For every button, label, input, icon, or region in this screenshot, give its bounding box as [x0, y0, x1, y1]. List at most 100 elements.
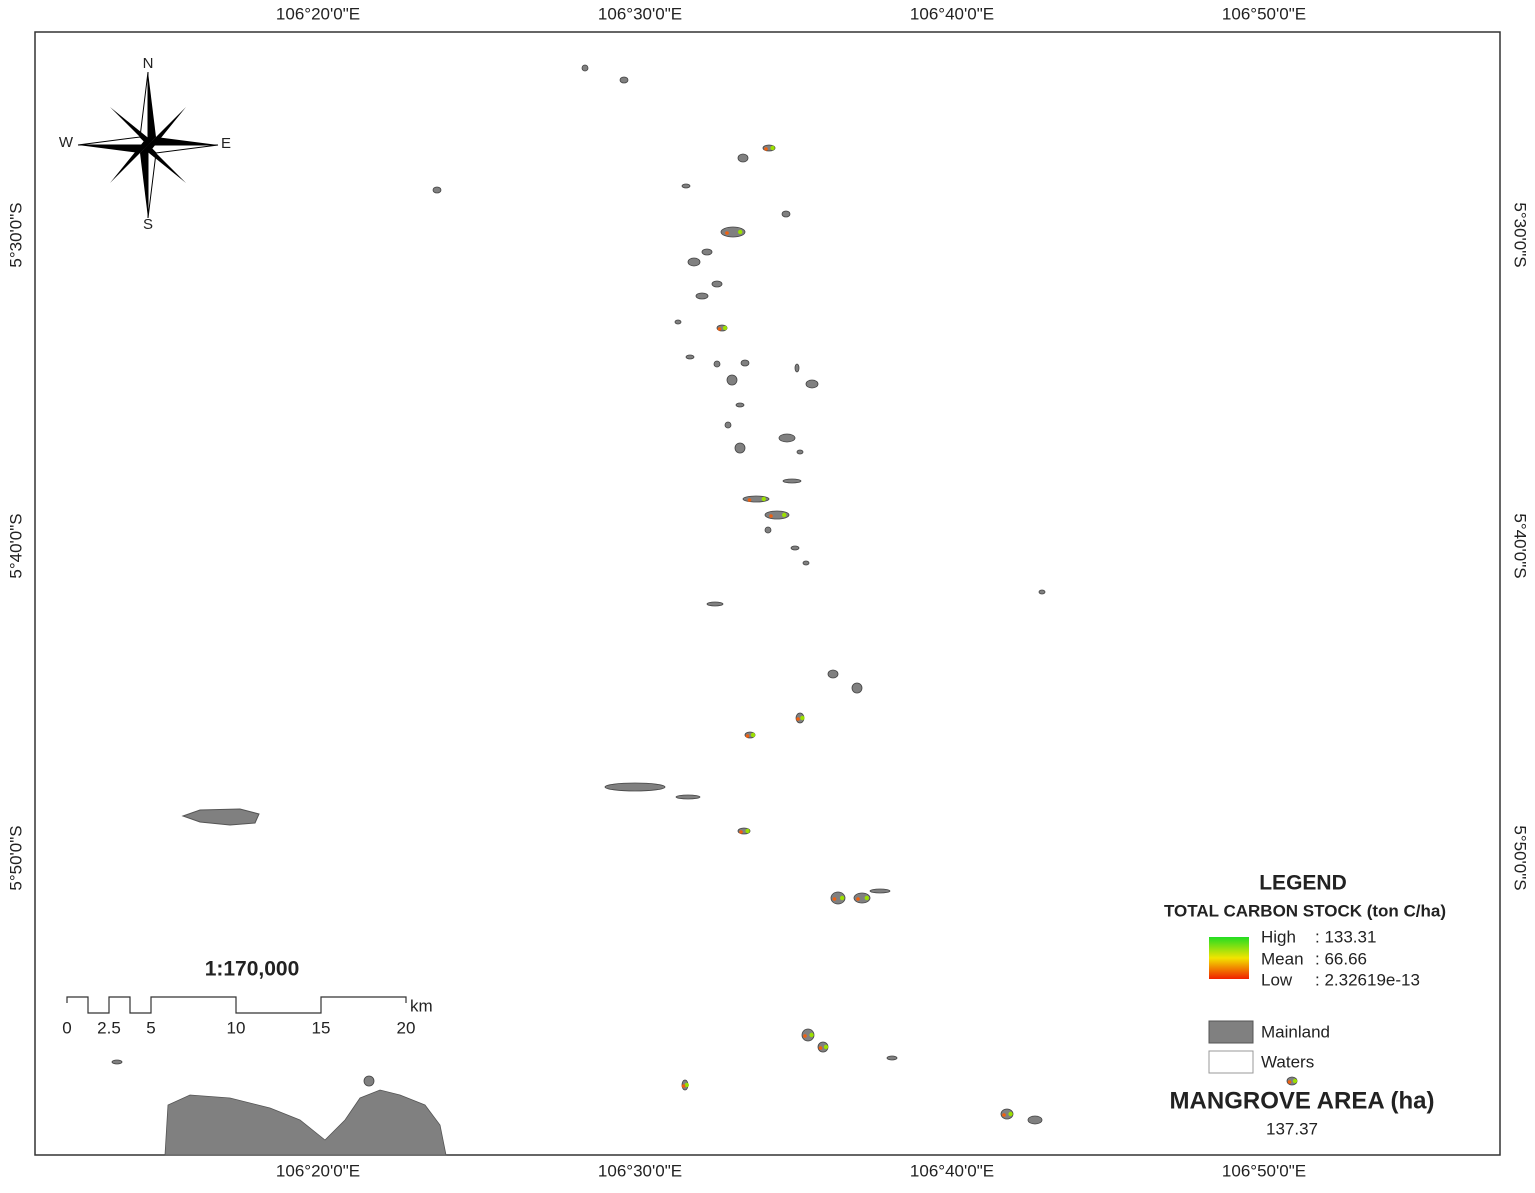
scale-ratio: 1:170,000: [205, 958, 300, 981]
mangrove: [803, 1034, 807, 1038]
mangrove: [745, 828, 750, 834]
scale-tick: 10: [227, 1018, 246, 1037]
mangrove: [684, 1082, 689, 1088]
island: [681, 183, 691, 189]
island: [737, 153, 749, 163]
mangrove: [832, 897, 837, 901]
island: [781, 210, 791, 218]
scale-tick: 20: [397, 1018, 416, 1037]
compass: N E S W: [59, 55, 231, 233]
legend: LEGEND TOTAL CARBON STOCK (ton C/ha) Hig…: [1164, 872, 1446, 1139]
island: [111, 1059, 123, 1065]
longitude-label: 106°30'0"E: [598, 1161, 682, 1180]
islands: [111, 64, 1298, 1125]
island: [701, 248, 713, 256]
scale-tick: 5: [146, 1018, 155, 1037]
mangrove: [717, 327, 722, 331]
mangrove: [782, 512, 787, 518]
island: [604, 782, 666, 792]
island: [685, 354, 695, 360]
latitude-label: 5°50'0"S: [1511, 825, 1530, 890]
mangrove: [769, 514, 773, 518]
legend-label: High: [1261, 927, 1296, 946]
mangrove: [681, 1084, 686, 1088]
longitude-label: 106°20'0"E: [276, 4, 360, 23]
island: [1038, 589, 1046, 595]
island: [782, 478, 802, 484]
mangrove: [1008, 1111, 1013, 1117]
mangrove: [796, 717, 800, 721]
island: [869, 888, 891, 894]
mangrove: [800, 715, 805, 721]
island: [695, 292, 709, 300]
compass-e: E: [221, 135, 231, 152]
mangrove: [770, 145, 775, 151]
mangrove: [745, 734, 750, 738]
island: [801, 1028, 815, 1042]
island: [726, 374, 738, 386]
scale-tick: 2.5: [97, 1018, 121, 1037]
island: [778, 433, 796, 443]
mangrove: [1292, 1078, 1298, 1084]
mangrove: [823, 1044, 829, 1050]
legend-label: Low: [1261, 970, 1293, 989]
mangrove: [1287, 1080, 1292, 1084]
island: [432, 186, 442, 194]
latitude-label: 5°30'0"S: [6, 202, 25, 267]
map-frame: [34, 31, 1501, 1156]
island: [796, 449, 804, 455]
latitude-label: 5°40'0"S: [6, 513, 25, 578]
mangrove: [739, 830, 743, 834]
mangrove: [856, 897, 860, 901]
mangrove: [840, 895, 845, 901]
mangrove: [750, 732, 756, 738]
compass-n: N: [143, 55, 154, 72]
island: [764, 526, 772, 534]
scale-bar: 1:170,000 0 2.5 5 10 15 20 km: [62, 958, 432, 1038]
legend-value: : 2.32619e-13: [1315, 970, 1420, 989]
area-title: MANGROVE AREA (ha): [1170, 1087, 1435, 1114]
latitude-label: 5°30'0"S: [1511, 202, 1530, 267]
island: [1027, 1115, 1043, 1125]
island: [581, 64, 589, 72]
compass-w: W: [59, 134, 74, 151]
coordinate-labels: 106°20'0"E 106°20'0"E 106°30'0"E 106°30'0"E…: [6, 4, 1529, 1180]
mangrove: [722, 325, 728, 331]
mangrove: [1002, 1113, 1006, 1117]
island: [802, 560, 810, 566]
latitude-label: 5°50'0"S: [6, 825, 25, 890]
compass-s: S: [143, 216, 153, 233]
mainland: [164, 1089, 447, 1156]
legend-class: Mainland: [1261, 1022, 1330, 1041]
mangrove: [764, 147, 768, 151]
longitude-label: 106°40'0"E: [910, 4, 994, 23]
island: [734, 442, 746, 454]
island: [711, 280, 723, 288]
island: [687, 257, 701, 267]
longitude-label: 106°40'0"E: [910, 1161, 994, 1180]
island: [181, 808, 260, 826]
legend-class: Waters: [1261, 1052, 1314, 1071]
island: [706, 601, 724, 607]
area-value: 137.37: [1266, 1119, 1318, 1138]
longitude-label: 106°50'0"E: [1222, 4, 1306, 23]
mangrove: [761, 496, 766, 502]
island: [827, 669, 839, 679]
island: [619, 76, 629, 84]
island: [363, 1075, 375, 1087]
mainland-swatch: [1208, 1020, 1254, 1044]
scale-unit: km: [410, 996, 433, 1015]
longitude-label: 106°30'0"E: [598, 4, 682, 23]
longitude-label: 106°50'0"E: [1222, 1161, 1306, 1180]
legend-value: : 66.66: [1315, 949, 1367, 968]
island: [851, 682, 863, 694]
island: [674, 319, 682, 325]
island: [805, 379, 819, 389]
island: [740, 359, 750, 367]
legend-title: LEGEND: [1259, 872, 1347, 895]
mangrove: [864, 895, 869, 901]
legend-value: : 133.31: [1315, 927, 1376, 946]
island: [724, 421, 732, 429]
island: [794, 363, 800, 373]
